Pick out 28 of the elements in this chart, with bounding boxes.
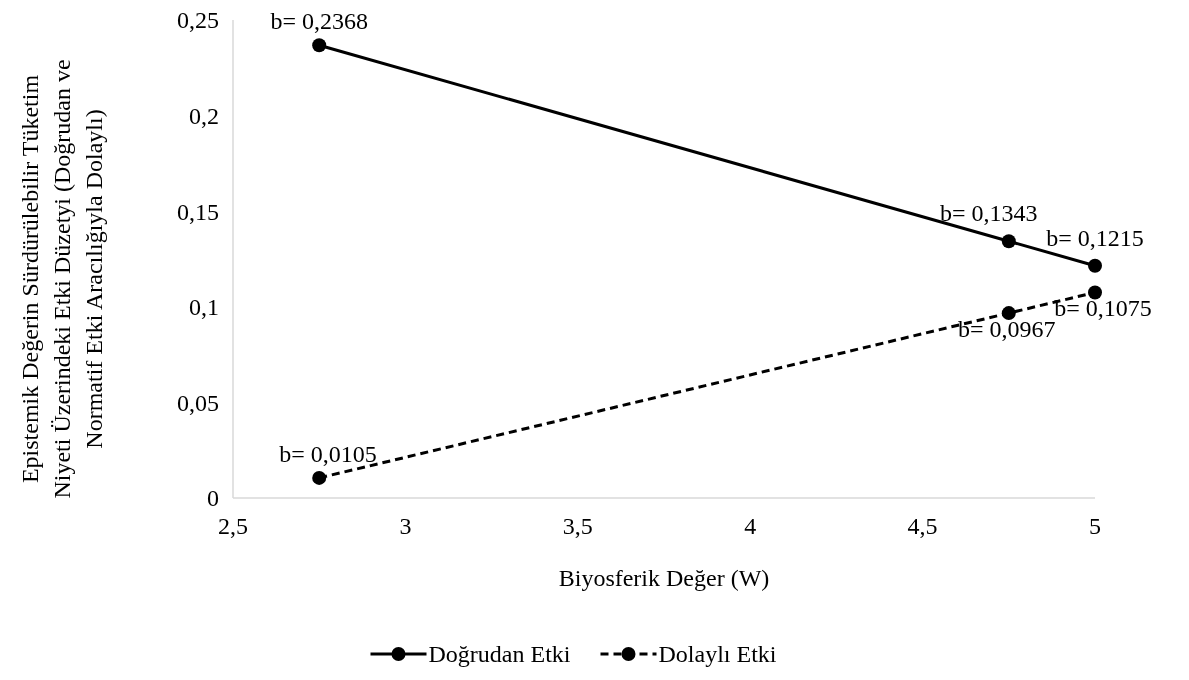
x-tick-label: 4	[744, 513, 757, 539]
data-label: b= 0,1343	[940, 200, 1038, 227]
data-label: b= 0,0105	[279, 440, 377, 467]
y-tick-label: 0,05	[177, 389, 219, 416]
point	[312, 470, 327, 485]
point	[1001, 234, 1016, 249]
x-axis-title: Biyosferik Değer (W)	[558, 565, 770, 591]
x-tick-label: 4,5	[907, 513, 938, 539]
x-tick-label: 5	[1089, 513, 1101, 539]
legend-label: Dolaylı Etki	[658, 641, 777, 667]
x-tick-label: 2,5	[218, 513, 248, 539]
data-label: b= 0,1215	[1046, 224, 1144, 251]
point	[1088, 285, 1102, 300]
x-tick-label: 3	[399, 513, 412, 539]
y-tick-label: 0,1	[189, 294, 219, 321]
legend-label: Doğrudan Etki	[428, 641, 571, 667]
y-tick-label: 0	[207, 485, 219, 512]
data-label: b= 0,2368	[270, 8, 368, 35]
y-axis-title: Epistemik Değerin Sürdürülebilir Tüketim Niyeti Üzerindeki Etki Düzetyi (Doğrudan ve Normatif Etki Aracılığıyla Dolaylı)	[17, 59, 107, 499]
x-tick-label: 3,5	[562, 513, 593, 539]
y-tick-label: 0,25	[177, 7, 219, 34]
data-label: b= 0,0967	[958, 316, 1056, 343]
point	[1088, 258, 1102, 273]
point	[1001, 306, 1016, 321]
y-tick-label: 0,2	[189, 103, 219, 129]
y-tick-label: 0,15	[177, 198, 219, 225]
point	[312, 38, 327, 53]
data-label: b= 0,1075	[1054, 295, 1152, 322]
